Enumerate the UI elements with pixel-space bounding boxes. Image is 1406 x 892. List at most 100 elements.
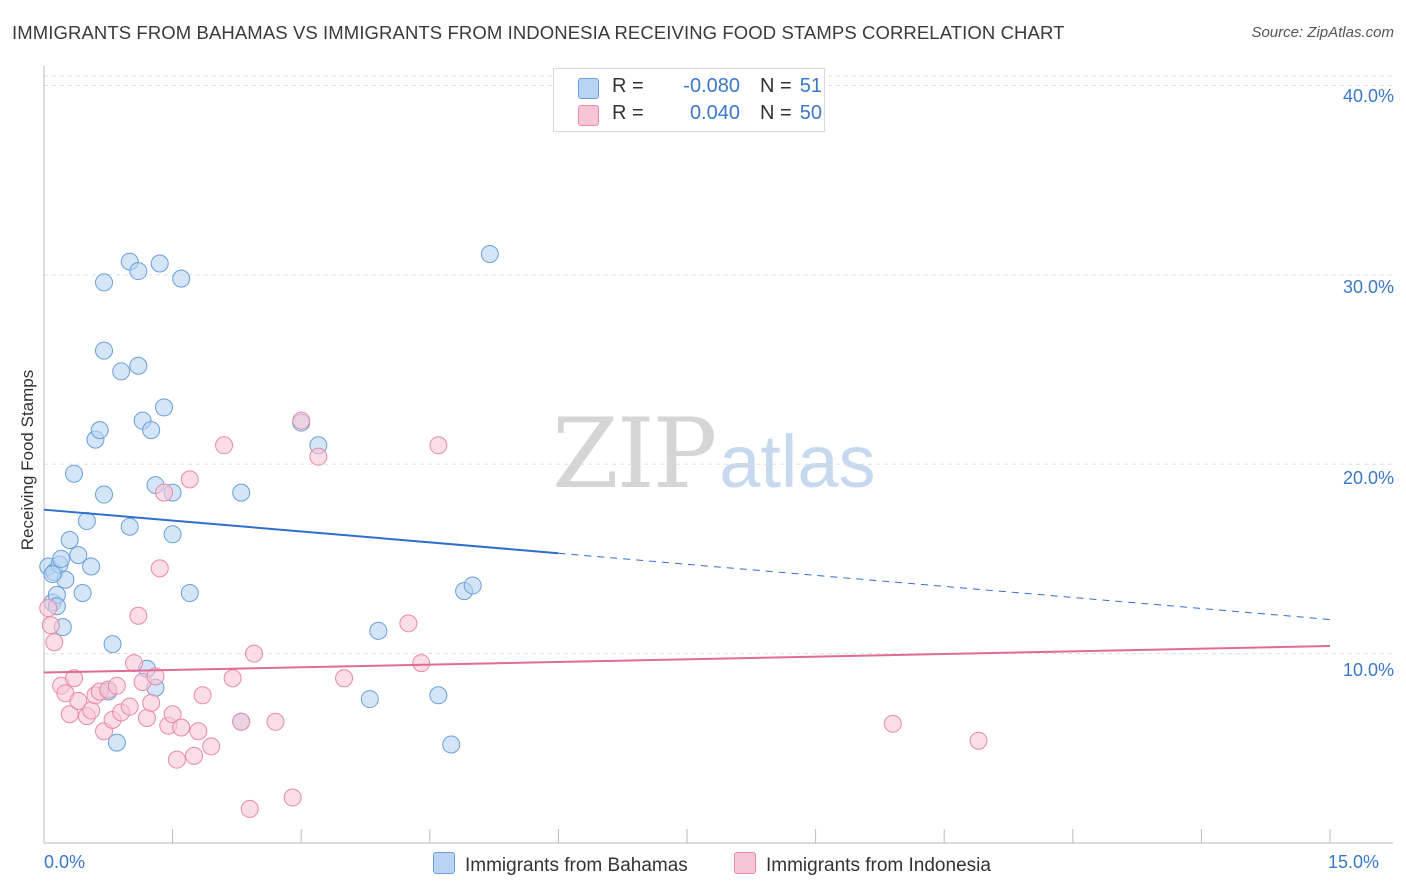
indonesia-point xyxy=(245,644,264,663)
r-label: R = xyxy=(612,75,644,97)
indonesia-point xyxy=(137,709,156,728)
bahamas-point xyxy=(142,421,161,440)
bahamas-legend-swatch xyxy=(433,852,455,874)
indonesia-point xyxy=(180,470,199,489)
indonesia-point xyxy=(163,705,182,724)
indonesia-point xyxy=(82,701,101,720)
indonesia-point xyxy=(429,436,448,455)
indonesia-swatch xyxy=(578,105,599,126)
bahamas-point xyxy=(69,546,88,565)
r-label: R = xyxy=(612,102,644,124)
bahamas-trend-extension xyxy=(558,552,1331,621)
bahamas-point xyxy=(95,485,114,504)
indonesia-point xyxy=(883,714,902,733)
indonesia-point xyxy=(129,606,148,625)
bahamas-point xyxy=(65,464,84,483)
y-tick-label-40: 40.0% xyxy=(1342,86,1394,106)
bahamas-point xyxy=(155,398,174,417)
bahamas-point xyxy=(120,517,139,536)
indonesia-point xyxy=(41,616,60,635)
indonesia-point xyxy=(65,669,84,688)
bahamas-point xyxy=(232,483,251,502)
x-tick-label-min: 0.0% xyxy=(44,852,86,872)
indonesia-point xyxy=(185,746,204,765)
indonesia-point xyxy=(107,676,126,695)
indonesia-point xyxy=(69,691,88,710)
n-value: 50 xyxy=(799,102,822,124)
bahamas-point xyxy=(129,262,148,281)
n-value: 51 xyxy=(799,75,822,97)
indonesia-point xyxy=(232,712,251,731)
indonesia-trend-line xyxy=(43,645,1331,674)
watermark-zip: ZIP xyxy=(552,398,717,510)
bottom-legend-bahamas: Immigrants from Bahamas xyxy=(433,852,688,877)
y-tick-label-10: 10.0% xyxy=(1342,660,1394,680)
bahamas-trend-line xyxy=(43,508,559,555)
bahamas-point xyxy=(429,686,448,705)
bahamas-point xyxy=(369,621,388,640)
chart-title: IMMIGRANTS FROM BAHAMAS VS IMMIGRANTS FR… xyxy=(12,22,1065,43)
bahamas-point xyxy=(73,584,92,603)
indonesia-point xyxy=(146,667,165,686)
indonesia-point xyxy=(120,697,139,716)
bahamas-point xyxy=(480,245,499,264)
indonesia-point xyxy=(155,483,174,502)
indonesia-point xyxy=(309,447,328,466)
indonesia-point xyxy=(45,633,64,652)
bahamas-point xyxy=(360,690,379,709)
indonesia-point xyxy=(125,654,144,673)
indonesia-point xyxy=(142,693,161,712)
indonesia-point xyxy=(399,614,418,633)
bahamas-point xyxy=(463,576,482,595)
r-value: -0.080 xyxy=(683,75,740,97)
indonesia-point xyxy=(266,712,285,731)
bahamas-point xyxy=(163,525,182,544)
bahamas-point xyxy=(95,273,114,292)
bahamas-point xyxy=(442,735,461,754)
n-label: N = xyxy=(760,75,792,97)
indonesia-point xyxy=(39,599,58,618)
indonesia-point xyxy=(969,731,988,750)
indonesia-point xyxy=(202,737,221,756)
y-axis-label: Receiving Food Stamps xyxy=(18,369,37,551)
watermark: ZIPatlas xyxy=(552,398,876,510)
indonesia-point xyxy=(412,654,431,673)
indonesia-point xyxy=(215,436,234,455)
y-tick-label-30: 30.0% xyxy=(1342,277,1394,297)
bahamas-point xyxy=(180,584,199,603)
watermark-atlas: atlas xyxy=(719,420,876,503)
bahamas-swatch xyxy=(578,78,599,99)
indonesia-point xyxy=(292,411,311,430)
bahamas-point xyxy=(112,362,131,381)
bahamas-point xyxy=(60,530,79,549)
bahamas-point xyxy=(103,635,122,654)
bahamas-point xyxy=(150,254,169,273)
indonesia-point xyxy=(240,799,259,818)
indonesia-point xyxy=(193,686,212,705)
source-label: Source: ZipAtlas.com xyxy=(1251,24,1394,41)
y-tick-label-20: 20.0% xyxy=(1342,468,1394,488)
bahamas-point xyxy=(129,356,148,375)
bahamas-point xyxy=(82,557,101,576)
correlation-legend: R = -0.080 N = 51 R = 0.040 N = 50 xyxy=(553,68,825,132)
bahamas-point xyxy=(43,565,62,584)
x-tick-label-max: 15.0% xyxy=(1328,852,1380,872)
indonesia-point xyxy=(283,788,302,807)
indonesia-point xyxy=(223,669,242,688)
bahamas-point xyxy=(52,549,71,568)
indonesia-point xyxy=(189,722,208,741)
indonesia-point xyxy=(172,718,191,737)
indonesia-point xyxy=(167,750,186,769)
bahamas-point xyxy=(77,512,96,531)
bahamas-point xyxy=(90,421,109,440)
r-value: 0.040 xyxy=(689,102,740,124)
bahamas-point xyxy=(107,733,126,752)
bottom-legend-indonesia: Immigrants from Indonesia xyxy=(734,852,991,877)
bahamas-point xyxy=(172,269,191,288)
indonesia-legend-swatch xyxy=(734,852,756,874)
n-label: N = xyxy=(760,102,792,124)
bahamas-point xyxy=(95,341,114,360)
indonesia-point xyxy=(335,669,354,688)
indonesia-legend-label: Immigrants from Indonesia xyxy=(766,855,991,876)
